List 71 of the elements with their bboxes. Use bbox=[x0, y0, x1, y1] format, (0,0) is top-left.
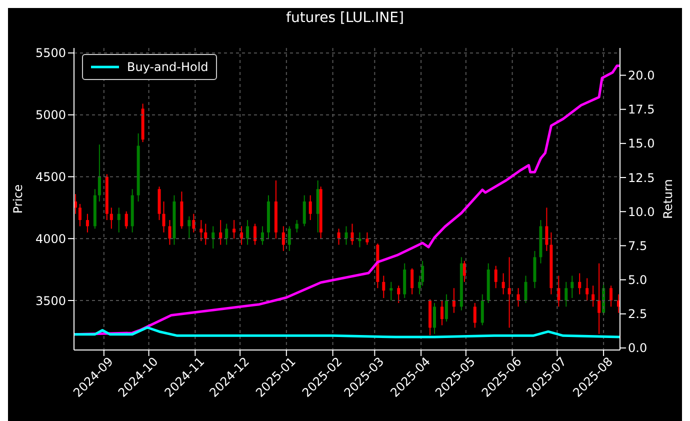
line-series bbox=[74, 326, 620, 338]
candlestick bbox=[260, 226, 264, 246]
candlestick bbox=[502, 272, 505, 295]
candlestick bbox=[494, 265, 498, 289]
candlestick bbox=[337, 228, 340, 246]
chart-title: futures [LUL.INE] bbox=[285, 10, 405, 26]
y2-tick-label: 2.5 bbox=[628, 307, 648, 322]
candlestick bbox=[162, 200, 166, 233]
candlestick bbox=[366, 232, 369, 246]
candlestick bbox=[592, 285, 595, 308]
y2-tick-label: 20.0 bbox=[628, 68, 655, 83]
candlestick bbox=[246, 220, 250, 246]
candlestick bbox=[192, 213, 196, 233]
candlestick bbox=[480, 294, 484, 326]
candlestick bbox=[524, 275, 528, 304]
candlestick bbox=[410, 268, 414, 295]
candlestick bbox=[397, 285, 400, 304]
candlestick bbox=[598, 262, 601, 334]
y-tick-label: 5000 bbox=[35, 108, 66, 122]
y2-tick-label: 10.0 bbox=[628, 204, 655, 219]
y-tick-label: 3500 bbox=[35, 294, 66, 308]
candlestick bbox=[444, 294, 448, 322]
candlestick bbox=[204, 223, 208, 246]
legend-label: Buy-and-Hold bbox=[127, 59, 208, 76]
candlestick bbox=[86, 213, 89, 233]
candlestick bbox=[390, 281, 393, 301]
candlestick bbox=[545, 207, 548, 252]
candlestick bbox=[219, 220, 222, 246]
candlestick bbox=[78, 203, 82, 227]
candlestick bbox=[288, 226, 291, 252]
y2-tick-label: 7.5 bbox=[628, 238, 648, 253]
candlestick bbox=[295, 220, 298, 233]
candlestick bbox=[344, 226, 348, 246]
y2-axis-title: Return bbox=[661, 179, 675, 219]
candlestick bbox=[610, 285, 613, 308]
candlestick bbox=[282, 226, 285, 252]
y2-tick-label: 5.0 bbox=[628, 273, 648, 288]
candlestick bbox=[200, 220, 203, 242]
candlestick bbox=[302, 194, 306, 227]
y-tick-label: 5500 bbox=[35, 46, 66, 60]
candlestick bbox=[382, 275, 386, 299]
y2-tick-label: 12.5 bbox=[628, 170, 655, 185]
candlestick bbox=[473, 302, 476, 328]
candlestick bbox=[98, 144, 101, 202]
candlestick bbox=[254, 223, 257, 246]
y-tick-label: 4500 bbox=[35, 170, 66, 184]
candlestick bbox=[225, 223, 228, 246]
candlestick bbox=[586, 278, 589, 301]
candlestick bbox=[452, 288, 456, 314]
y2-tick-label: 17.5 bbox=[628, 102, 655, 117]
candlestick bbox=[117, 207, 120, 233]
candlestick bbox=[433, 302, 436, 334]
candlestick bbox=[124, 210, 128, 230]
candlestick bbox=[516, 288, 520, 308]
candlestick bbox=[110, 207, 113, 230]
y2-tick-label: 15.0 bbox=[628, 136, 655, 151]
candlestick bbox=[232, 220, 236, 240]
candlestick bbox=[557, 275, 560, 308]
candlestick bbox=[308, 194, 312, 221]
candlestick bbox=[358, 232, 362, 248]
candlestick bbox=[508, 256, 511, 328]
candlestick bbox=[188, 216, 191, 240]
candlestick bbox=[440, 300, 444, 326]
candlestick bbox=[168, 220, 172, 246]
y2-tick-label: 0.0 bbox=[628, 341, 648, 356]
candlestick bbox=[564, 281, 568, 308]
y-axis-title: Price bbox=[11, 184, 25, 214]
y-tick-label: 4000 bbox=[35, 232, 66, 246]
candlestick bbox=[570, 275, 574, 299]
candlestick bbox=[212, 226, 215, 250]
candlestick bbox=[578, 272, 582, 295]
